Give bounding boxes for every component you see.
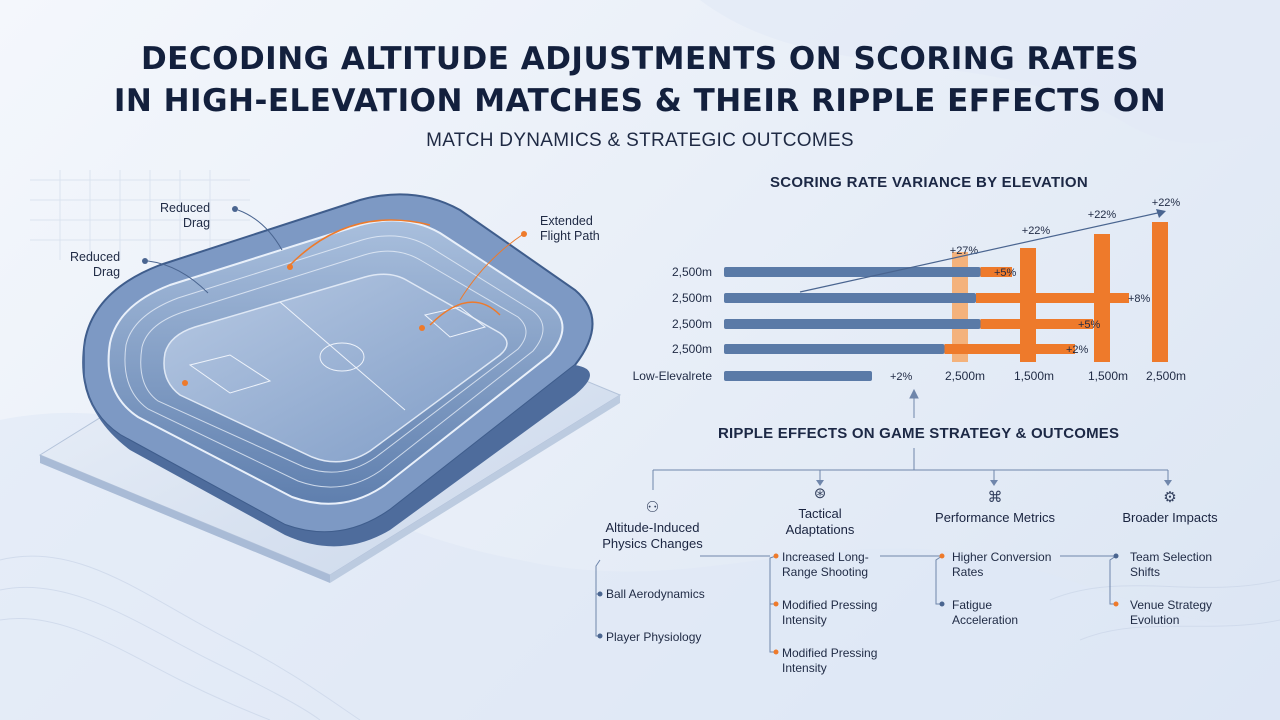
row-pct-4: +2% [890,371,913,383]
item-player-physiology: Player Physiology [606,630,702,644]
item-modified-pressing-1: Modified Pressing Intensity [782,598,878,627]
row-pct-0: +5% [994,267,1017,279]
row-bar-orange-1 [976,293,1129,303]
column-bar-0 [952,252,968,362]
column-pct-1: +22% [1022,225,1051,237]
row-pct-1: +8% [1128,293,1151,305]
category-broader-label: Broader Impacts [1122,510,1218,525]
item-venue-strategy: Venue Strategy Evolution [1130,598,1213,627]
column-bar-3 [1152,222,1168,362]
row-bar-orange-0 [980,267,1012,277]
column-label-0: 2,500m [945,369,985,383]
scoring-variance-chart: 2,500m 2,500m 2,500m 2,500m Low-Elevalrete +5… [633,197,1186,383]
brain-icon: ⚇ [645,499,660,516]
page-subtitle: MATCH DYNAMICS & STRATEGIC OUTCOMES [426,130,854,151]
item-long-range-shooting: Increased Long- Range Shooting [782,550,869,579]
tactics-icon: ⊛ [813,485,827,502]
item-team-selection: Team Selection Shifts [1130,550,1213,579]
category-broader: ⚙ Broader Impacts [1100,490,1240,526]
row-bar-blue-3 [724,344,945,354]
row-bar-orange-2 [980,319,1093,329]
row-bar-blue-0 [724,267,981,277]
title-block: DECODING ALTITUDE ADJUSTMENTS ON SCORING… [0,38,1280,152]
item-modified-pressing-2: Modified Pressing Intensity [782,646,878,675]
page-title-line1: DECODING ALTITUDE ADJUSTMENTS ON SCORING… [140,41,1140,77]
row-label-0: 2,500m [672,265,712,279]
metrics-icon: ⌘ [987,489,1003,506]
column-bar-1 [1020,248,1036,362]
page-title-line2: IN HIGH-ELEVATION MATCHES & THEIR RIPPLE… [113,83,1167,119]
category-physics: ⚇ Altitude-Induced Physics Changes [580,500,725,552]
annotation-reduced-drag-1: Reduced Drag [160,201,211,230]
category-tactical-label: Tactical Adaptations [785,506,855,537]
row-pct-3: +2% [1066,344,1089,356]
column-label-3: 2,500m [1146,369,1186,383]
annotation-extended-flight-path: Extended Flight Path [540,214,600,243]
row-label-2: 2,500m [672,317,712,331]
row-label-3: 2,500m [672,342,712,356]
column-pct-3: +22% [1152,197,1181,209]
category-physics-label: Altitude-Induced Physics Changes [602,520,703,551]
category-performance-label: Performance Metrics [935,510,1055,525]
trend-arrowhead [1156,209,1166,218]
chart-title: SCORING RATE VARIANCE BY ELEVATION [770,174,1088,191]
row-label-4: Low-Elevalrete [633,369,713,383]
row-bar-blue-2 [724,319,981,329]
row-pct-2: +5% [1078,319,1101,331]
row-bar-orange-3 [944,344,1075,354]
trend-line [799,211,1163,293]
row-bar-blue-1 [724,293,976,303]
stadium-illustration [38,193,622,583]
annotation-reduced-drag-2: Reduced Drag [70,250,121,279]
column-label-1: 1,500m [1014,369,1054,383]
row-bar-blue-4 [724,371,872,381]
category-tactical: ⊛ Tactical Adaptations [760,486,880,538]
ripple-title: RIPPLE EFFECTS ON GAME STRATEGY & OUTCOM… [718,425,1120,442]
item-higher-conversion: Higher Conversion Rates [952,550,1052,579]
item-ball-aerodynamics: Ball Aerodynamics [606,587,705,601]
item-fatigue-acceleration: Fatigue Acceleration [952,598,1019,627]
column-label-2: 1,500m [1088,369,1128,383]
gear-icon: ⚙ [1163,489,1177,506]
column-pct-2: +22% [1088,209,1117,221]
row-label-1: 2,500m [672,291,712,305]
category-performance: ⌘ Performance Metrics [920,490,1070,526]
